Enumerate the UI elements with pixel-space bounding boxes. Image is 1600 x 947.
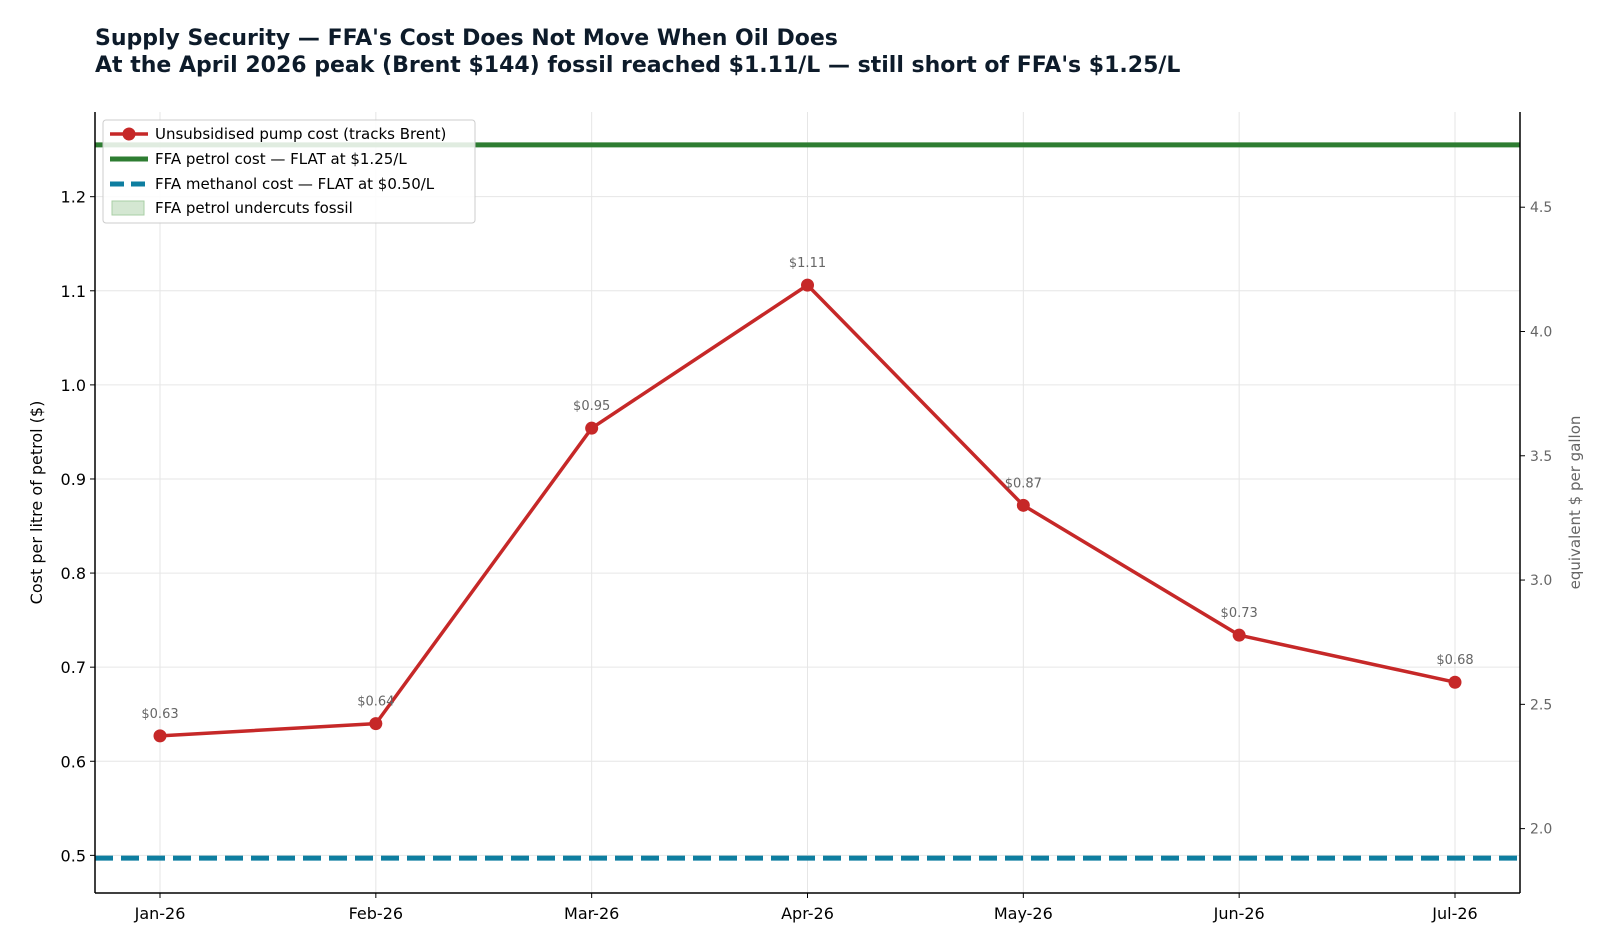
pump-cost-data-label: $0.95	[573, 399, 610, 414]
pump-cost-point	[153, 729, 167, 743]
y2-tick-label: 4.5	[1530, 200, 1552, 216]
axes: 0.5 0.6 0.7 0.8 0.9 1.0 1.1 1.2 2.0 2.5 3.0 3.5 4.0 4…	[27, 112, 1584, 923]
legend-swatch-undercut	[111, 200, 145, 216]
grid-lines	[95, 112, 1520, 893]
x-tick-label: Jul-26	[1431, 904, 1477, 923]
pump-cost-point	[1016, 498, 1030, 512]
pump-cost-data-label: $0.68	[1436, 653, 1473, 668]
pump-cost-data-label: $0.73	[1221, 606, 1258, 621]
y2-tick-label: 3.5	[1530, 449, 1552, 465]
x-tick-label: Mar-26	[564, 904, 619, 923]
pump-cost-series: $0.63 $0.64 $0.95 $1.11 $0.87 $0.73 $0.68	[141, 256, 1474, 743]
y-tick-label: 0.9	[61, 470, 86, 489]
pump-cost-point	[369, 717, 383, 731]
legend-marker-pump-cost	[122, 127, 136, 141]
y2-axis-label: equivalent $ per gallon	[1566, 416, 1584, 590]
x-tick-label: Feb-26	[349, 904, 403, 923]
chart-title-line-2: At the April 2026 peak (Brent $144) foss…	[95, 53, 1181, 78]
x-tick-label: Jan-26	[134, 904, 186, 923]
y-tick-label: 1.1	[61, 282, 86, 301]
legend-entry-label: FFA petrol cost — FLAT at $1.25/L	[155, 150, 407, 168]
legend-entry-label: FFA methanol cost — FLAT at $0.50/L	[155, 175, 435, 193]
x-tick-label: Jun-26	[1213, 904, 1265, 923]
y-tick-label: 1.0	[61, 376, 86, 395]
pump-cost-point	[585, 421, 599, 435]
x-tick-label: May-26	[994, 904, 1053, 923]
pump-cost-point	[1232, 628, 1246, 642]
y2-tick-label: 4.0	[1530, 324, 1552, 340]
y-tick-label: 0.6	[61, 752, 86, 771]
y2-tick-label: 3.0	[1530, 573, 1552, 589]
pump-cost-point	[1448, 675, 1462, 689]
legend-entry-label: FFA petrol undercuts fossil	[155, 199, 353, 217]
y-tick-label: 0.7	[61, 658, 86, 677]
legend-box	[102, 119, 476, 224]
y-tick-label: 0.8	[61, 564, 86, 583]
chart-title-line-1: Supply Security — FFA's Cost Does Not Mo…	[95, 26, 838, 51]
x-tick-label: Apr-26	[781, 904, 834, 923]
pump-cost-data-label: $0.63	[141, 707, 178, 722]
pump-cost-data-label: $0.87	[1005, 476, 1042, 491]
pump-cost-data-label: $0.64	[357, 695, 394, 710]
legend-entry-label: Unsubsidised pump cost (tracks Brent)	[155, 125, 446, 143]
y-tick-label: 0.5	[61, 846, 86, 865]
chart-title: Supply Security — FFA's Cost Does Not Mo…	[95, 25, 1180, 79]
y2-tick-label: 2.5	[1530, 697, 1552, 713]
y2-tick-label: 2.0	[1530, 822, 1552, 838]
pump-cost-point	[801, 278, 814, 292]
legend: Unsubsidised pump cost (tracks Brent) FFA…	[102, 119, 476, 224]
y-tick-label: 1.2	[61, 188, 86, 207]
pump-cost-data-label: $1.11	[789, 256, 826, 271]
y-axis-label: Cost per litre of petrol ($)	[27, 401, 46, 605]
